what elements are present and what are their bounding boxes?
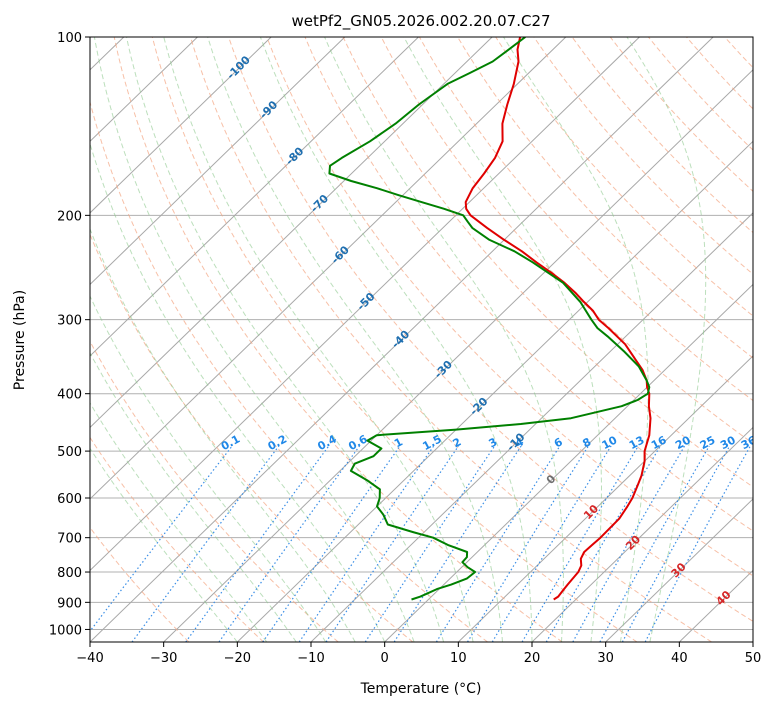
mixing-ratio-line [546,446,660,642]
isotherm-label: -100 [224,53,253,82]
mixing-ratio-label: 6 [552,435,565,450]
y-axis: 100 200 300 400 500 600 700 800 900 1000 [49,31,90,638]
isotherm-line [0,37,566,642]
mixing-ratio-line [365,446,494,642]
dry-adiabat-line [0,37,338,642]
isotherm-label: -90 [257,98,280,121]
dry-adiabat-line [76,37,488,642]
y-tick-label: 700 [57,532,82,547]
isotherm-line [0,37,418,642]
plot-frame [90,37,753,642]
dry-adiabat-line [38,37,413,642]
mixing-ratio-label: 0.4 [315,432,339,453]
moist-adiabat-line [66,37,384,642]
mixing-ratio-label: 0.6 [346,432,370,453]
mixing-ratio-label: 2 [451,435,464,450]
x-tick-label: 50 [745,651,762,666]
y-tick-label: 800 [57,566,82,581]
dewpoint-profile-line [329,37,649,600]
dry-adiabat-line [763,37,775,642]
isotherm-line [532,37,775,642]
mixing-ratio-label: 13 [627,433,647,452]
isotherm-line [237,37,775,642]
moist-adiabat-line [19,37,326,642]
x-tick-label: −40 [76,651,103,666]
mixing-ratio-line [522,446,638,642]
isotherm-line [0,37,492,642]
mixing-ratio-line [645,446,750,642]
y-tick-label: 600 [57,492,82,507]
dry-adiabat-line [572,37,775,642]
x-tick-label: −10 [297,651,324,666]
mixing-ratio-line [600,446,709,642]
profile-series [329,37,650,600]
dry-adiabat-line [0,37,189,642]
y-tick-label: 200 [57,209,82,224]
temperature-profile-line [466,37,651,600]
mixing-ratio-label: 1 [392,435,405,450]
mixing-ratio-label: 1.5 [420,432,443,453]
isotherm-label: -70 [308,192,331,215]
isotherm-line [458,37,775,642]
mixing-ratio-label: 30 [718,433,738,452]
isotherm-line [753,37,775,642]
mixing-ratio-label: 3 [487,435,500,450]
x-tick-label: −20 [224,651,251,666]
x-axis-label: Temperature (°C) [360,681,482,697]
background-lines [0,37,775,642]
dry-adiabat-line [725,37,775,642]
mixing-ratio-label: 16 [649,433,669,452]
x-tick-label: 0 [381,651,389,666]
mixing-ratio-line [436,446,560,642]
x-tick-label: 30 [597,651,614,666]
dry-adiabat-line [648,37,775,642]
mixing-ratio-label: 0.1 [219,432,242,453]
y-tick-label: 900 [57,596,82,611]
mixing-ratio-label: 8 [580,435,593,450]
x-axis: −40 −30 −20 −10 0 10 20 30 40 50 [76,642,761,666]
dry-adiabat-line [496,37,775,642]
dry-adiabat-line [305,37,775,642]
x-tick-label: 20 [524,651,541,666]
y-tick-label: 1000 [49,623,82,638]
mixing-ratio-line [326,446,459,642]
isotherm-line [311,37,775,642]
y-tick-label: 100 [57,31,82,46]
isotherm-line [0,37,345,642]
mixing-ratio-line [263,446,400,642]
mixing-ratio-label: 10 [600,433,620,452]
isotherm-line [0,37,197,642]
x-tick-label: 10 [450,651,467,666]
mixing-ratio-line [299,446,434,642]
isotherm-line [164,37,775,642]
dry-adiabat-line [458,37,775,642]
mixing-ratio-label: 36 [739,433,759,452]
x-tick-label: −30 [150,651,177,666]
y-tick-label: 500 [57,445,82,460]
isotherm-line [0,37,271,642]
mixing-ratio-label: 25 [698,433,718,452]
dry-adiabat-line [0,37,264,642]
dry-adiabat-line [534,37,775,642]
chart-title: wetPf2_GN05.2026.002.20.07.C27 [291,12,550,31]
moist-adiabat-line [164,37,473,642]
x-tick-label: 40 [671,651,688,666]
y-axis-label: Pressure (hPa) [12,290,28,390]
mixing-ratio-line [82,446,232,642]
mixing-ratio-line [394,446,521,642]
moist-adiabat-line [0,37,237,642]
y-tick-label: 400 [57,388,82,403]
y-tick-label: 300 [57,314,82,329]
